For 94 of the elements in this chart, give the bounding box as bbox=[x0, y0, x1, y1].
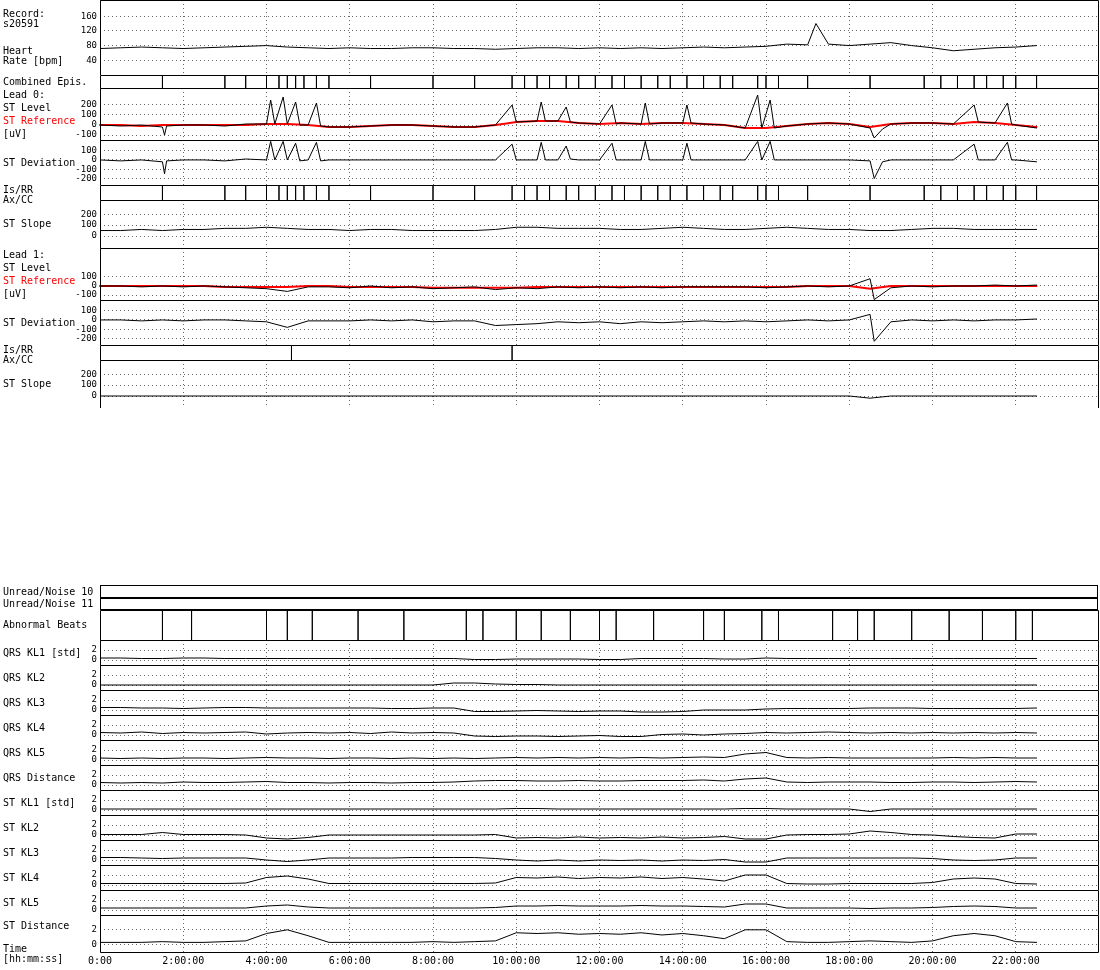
y-tick-label: 2 bbox=[91, 644, 97, 655]
y-axis-title: QRS KL3 bbox=[3, 696, 46, 708]
text: ST Level bbox=[3, 261, 53, 273]
y-axis-title: ST KL2 bbox=[3, 821, 40, 833]
y-tick-label: 0 bbox=[91, 314, 97, 325]
y-tick-label: 2 bbox=[91, 869, 97, 880]
y-tick-label: 0 bbox=[91, 704, 97, 715]
x-tick-label: 8:00:00 bbox=[411, 954, 455, 966]
x-tick-label: 10:00:00 bbox=[492, 954, 541, 966]
chart-title: Lead 1: bbox=[3, 248, 47, 260]
y-axis-title: ST Slope bbox=[3, 218, 52, 229]
y-tick-label: 2 bbox=[91, 924, 97, 935]
y-tick-label: 200 bbox=[80, 99, 97, 110]
y-tick-label: 100 bbox=[80, 109, 97, 120]
y-axis-title: Heart Rate [bpm] bbox=[3, 45, 64, 67]
y-tick-label: -100 bbox=[75, 323, 97, 334]
y-axis-title: ST KL4 bbox=[3, 871, 40, 883]
x-axis-title: Time [hh:mm:ss] bbox=[3, 942, 64, 964]
y-axis-title: ST KL5 bbox=[3, 896, 40, 908]
y-tick-label: 2 bbox=[91, 794, 97, 805]
y-tick-label: 100 bbox=[80, 145, 97, 156]
y-tick-label: -100 bbox=[75, 289, 97, 300]
y-tick-label: 0 bbox=[91, 119, 97, 130]
y-tick-label: 2 bbox=[91, 819, 97, 830]
text: Record: s20591 bbox=[3, 7, 46, 29]
y-tick-label: 0 bbox=[91, 390, 97, 401]
y-tick-label: 0 bbox=[91, 280, 97, 291]
x-tick-label: 20:00:00 bbox=[908, 954, 957, 966]
y-tick-label: 0 bbox=[91, 804, 97, 815]
x-tick-label: 12:00:00 bbox=[575, 954, 624, 966]
y-axis-title: ST KL3 bbox=[3, 846, 40, 858]
y-tick-label: 0 bbox=[91, 938, 97, 949]
y-axis-title: QRS KL1 [std] bbox=[3, 646, 82, 658]
y-axis-title: [uV] bbox=[3, 287, 28, 299]
x-tick-label: 16:00:00 bbox=[741, 954, 791, 966]
text: ST Reference bbox=[3, 114, 76, 126]
x-tick-label: 14:00:00 bbox=[658, 954, 707, 966]
x-tick-label: 22:00:00 bbox=[991, 954, 1040, 966]
text: ST Reference bbox=[3, 274, 76, 286]
y-axis-title: ST Deviation bbox=[3, 156, 76, 168]
x-tick-label: 4:00:00 bbox=[245, 954, 288, 966]
y-tick-label: 0 bbox=[91, 854, 97, 865]
y-axis-title: ST Deviation bbox=[3, 316, 76, 328]
y-tick-label: 0 bbox=[91, 654, 97, 665]
y-axis-title: ST KL1 [std] bbox=[3, 796, 76, 808]
y-tick-label: 200 bbox=[80, 208, 97, 219]
y-tick-label: 0 bbox=[91, 679, 97, 690]
x-tick-label: 6:00:00 bbox=[328, 954, 371, 966]
y-tick-label: 0 bbox=[91, 829, 97, 840]
y-axis-title: Combined Epis. bbox=[3, 75, 89, 87]
y-tick-label: -100 bbox=[75, 129, 97, 140]
x-tick-label: 0:00 bbox=[87, 954, 113, 966]
y-tick-label: 200 bbox=[80, 368, 97, 379]
y-tick-label: -100 bbox=[75, 163, 97, 174]
y-axis-title: Is/RR Ax/CC bbox=[3, 344, 35, 365]
y-axis-title: Is/RR Ax/CC bbox=[3, 184, 35, 205]
text: Unread/Noise 11 bbox=[3, 598, 95, 609]
y-axis-title: QRS KL2 bbox=[3, 671, 46, 683]
x-tick-label: 18:00:00 bbox=[825, 954, 874, 966]
y-tick-label: -200 bbox=[75, 172, 97, 183]
y-tick-label: -200 bbox=[75, 332, 97, 343]
y-tick-label: 0 bbox=[91, 754, 97, 765]
y-axis-title: QRS KL4 bbox=[3, 721, 46, 733]
y-tick-label: 0 bbox=[91, 904, 97, 915]
y-tick-label: 0 bbox=[91, 779, 97, 790]
y-tick-label: 0 bbox=[91, 230, 97, 241]
y-tick-label: 80 bbox=[86, 39, 97, 50]
x-tick-label: 2:00:00 bbox=[162, 954, 205, 966]
y-tick-label: 2 bbox=[91, 744, 97, 755]
y-axis-title: Abnormal Beats bbox=[3, 619, 89, 630]
y-tick-label: 40 bbox=[86, 54, 97, 65]
y-tick-label: 0 bbox=[91, 729, 97, 740]
text: ST Level bbox=[3, 101, 52, 113]
y-tick-label: 100 bbox=[80, 305, 97, 316]
y-tick-label: 2 bbox=[91, 769, 97, 780]
y-tick-label: 2 bbox=[91, 694, 97, 705]
y-tick-label: 2 bbox=[91, 894, 97, 905]
y-tick-label: 160 bbox=[80, 10, 97, 21]
y-axis-title: QRS Distance bbox=[3, 771, 76, 783]
y-tick-label: 100 bbox=[80, 219, 97, 230]
y-tick-label: 100 bbox=[80, 379, 97, 390]
text: Unread/Noise 10 bbox=[3, 585, 95, 597]
y-tick-label: 2 bbox=[91, 844, 97, 855]
y-tick-label: 100 bbox=[80, 271, 97, 282]
chart-title: Lead 0: bbox=[3, 88, 47, 100]
y-tick-label: 2 bbox=[91, 669, 97, 680]
y-tick-label: 0 bbox=[91, 154, 97, 165]
y-tick-label: 120 bbox=[80, 25, 97, 36]
y-axis-title: ST Slope bbox=[3, 378, 52, 389]
y-tick-label: 2 bbox=[91, 719, 97, 730]
y-axis-title: QRS KL5 bbox=[3, 746, 46, 758]
y-tick-label: 0 bbox=[91, 879, 97, 890]
y-axis-title: [uV] bbox=[3, 127, 28, 139]
y-axis-title: ST Distance bbox=[3, 920, 70, 932]
